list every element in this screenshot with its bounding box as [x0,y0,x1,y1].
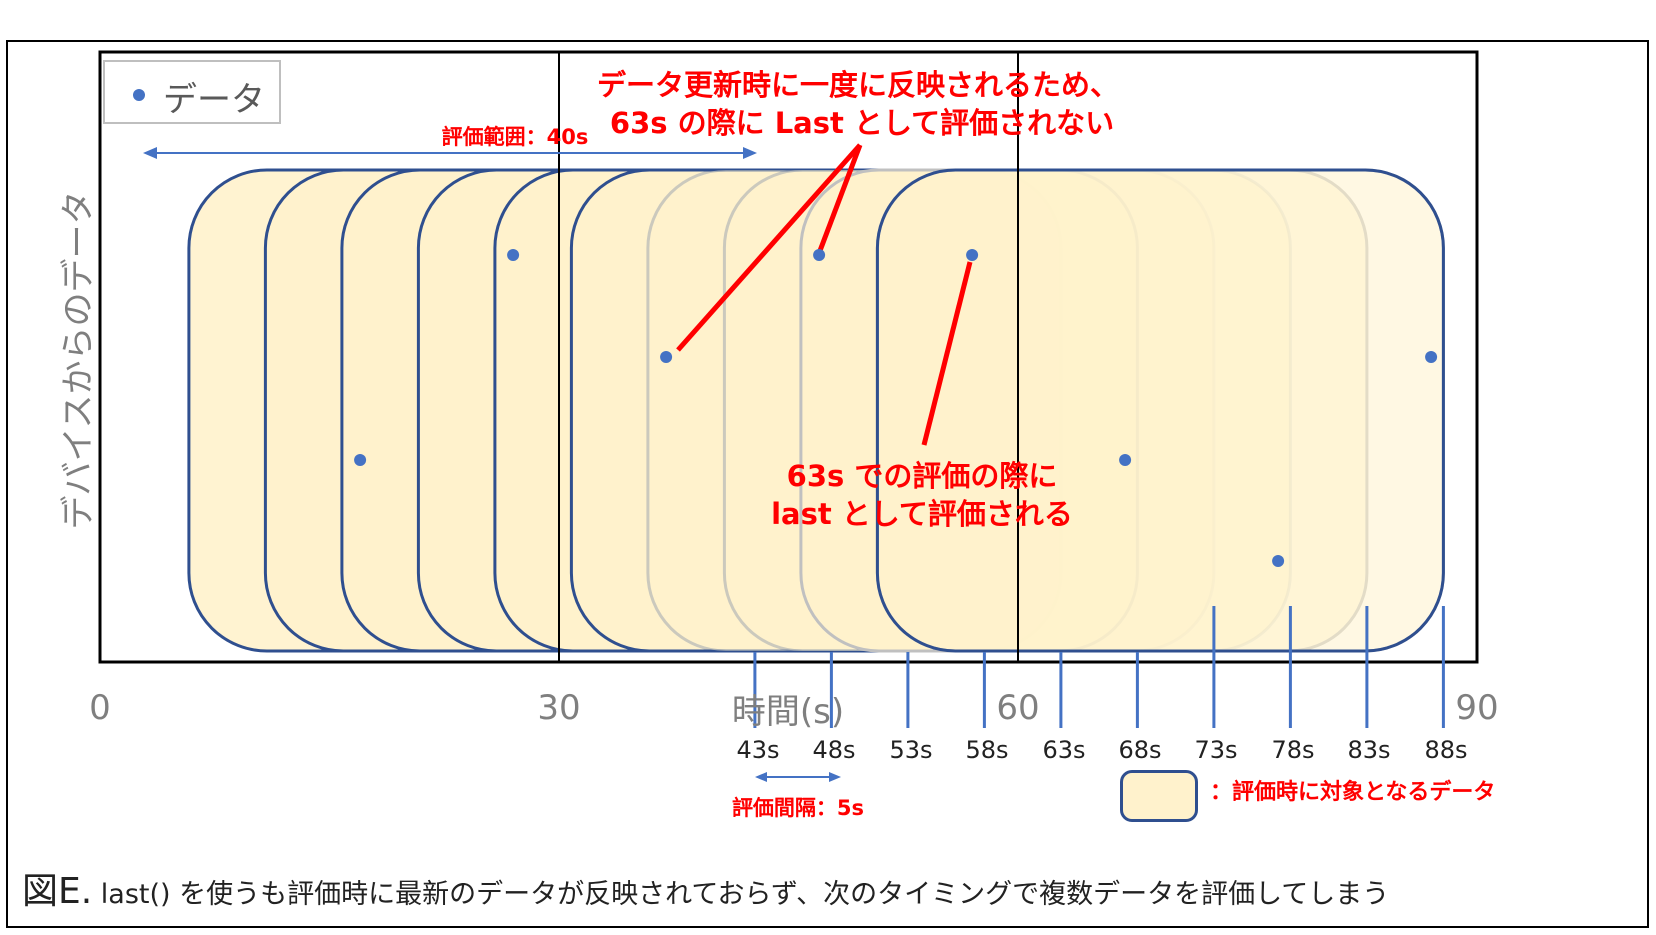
x-tick-30: 30 [537,688,581,728]
annotation-mid-line1: 63s での評価の際に [786,459,1058,493]
y-axis-title: デバイスからのデータ [58,190,99,530]
data-point [660,351,673,363]
legend-marker [133,89,145,101]
x-axis-title: 時間(s) [731,692,845,732]
callout-line [676,143,862,352]
callout-line [815,144,863,257]
interval-label: 評価間隔：5s [731,796,865,820]
eval-time-label: 58s [965,736,1009,764]
data-point [1425,351,1438,363]
data-point [1119,454,1132,466]
figure-number: 図E. [22,871,93,912]
figure-caption: 図E. last() を使うも評価時に最新のデータが反映されておらず、次のタイミ… [22,862,1389,914]
data-point [966,249,979,261]
data-point [354,454,367,466]
eval-window [875,168,1445,653]
range-label: 評価範囲：40s [441,125,589,149]
data-point [1272,555,1285,567]
x-tick-60: 60 [996,688,1040,728]
annotation-top-line2: 63s の際に Last として評価されない [609,106,1115,140]
x-tick-0: 0 [89,688,111,728]
annotation-mid-line2: last として評価される [771,497,1073,531]
legend-window-swatch [1120,770,1198,822]
eval-time-label: 48s [812,736,856,764]
x-tick-90: 90 [1455,688,1499,728]
eval-time-label: 78s [1271,736,1315,764]
figure-frame [6,40,1649,928]
eval-time-label: 63s [1042,736,1086,764]
range-arrow-head-left [143,147,157,159]
eval-time-label: 43s [736,736,780,764]
eval-time-label: 88s [1424,736,1468,764]
legend: データ [103,60,281,124]
legend-label: データ [163,80,265,120]
data-point [507,249,520,261]
data-point [813,249,826,261]
eval-time-label: 73s [1194,736,1238,764]
interval-arrow-head-left [755,772,767,782]
caption-text: last() を使うも評価時に最新のデータが反映されておらず、次のタイミングで複… [92,879,1390,910]
swatch-label: ：評価時に対象となるデータ [1210,780,1496,805]
range-arrow-head-right [743,147,757,159]
callout-line [921,261,973,446]
annotation-top-line1: データ更新時に一度に反映されるため、 [596,68,1120,102]
eval-window-outline [875,168,1445,653]
eval-time-label: 68s [1118,736,1162,764]
interval-arrow-head-right [829,772,841,782]
eval-time-label: 83s [1347,736,1391,764]
eval-time-label: 53s [889,736,933,764]
